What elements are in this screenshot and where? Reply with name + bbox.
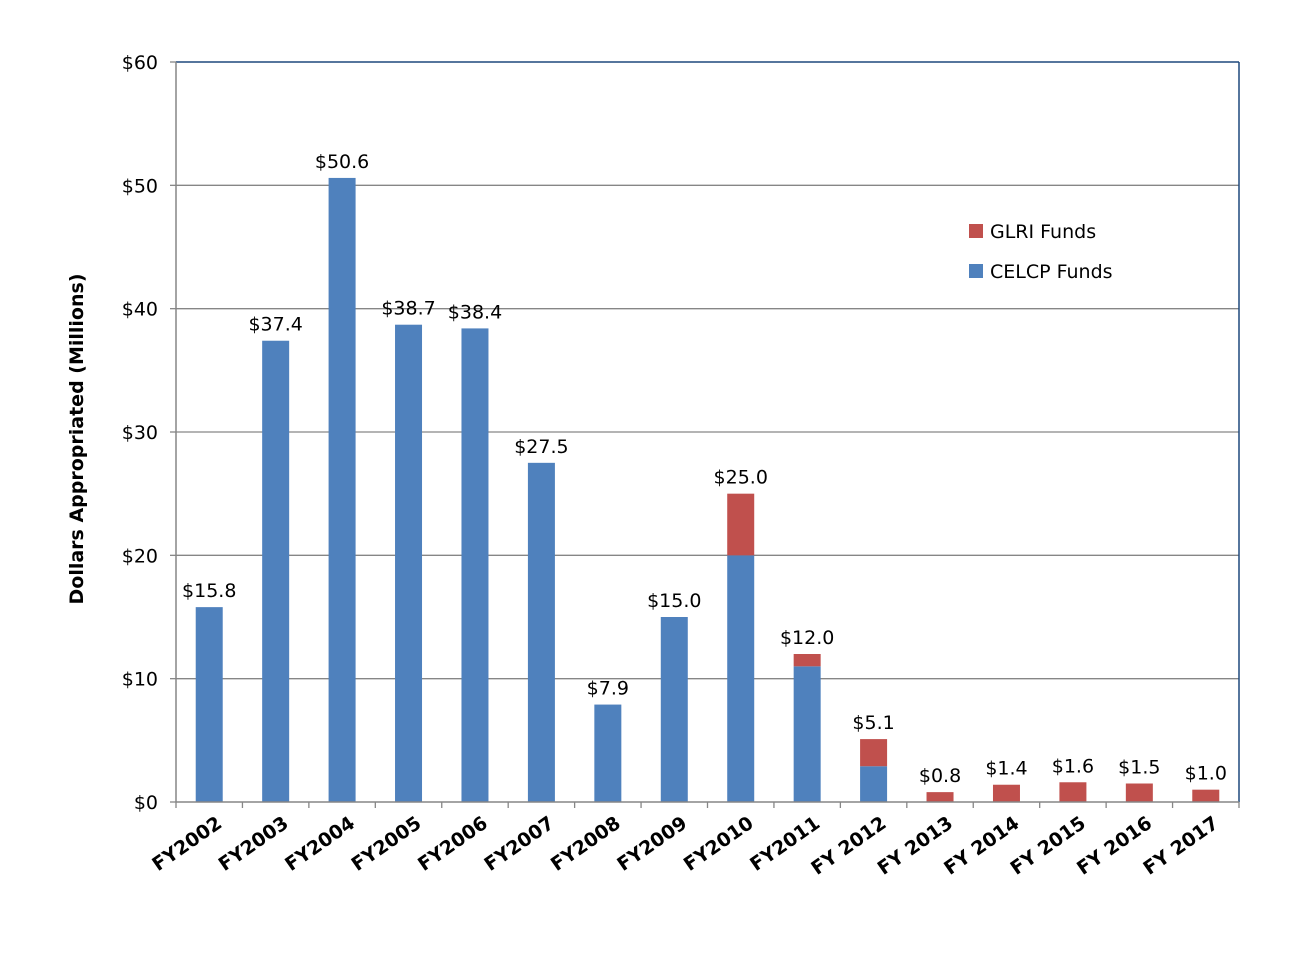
x-tick-label: FY 2016	[1073, 812, 1156, 879]
bar-celcp	[328, 177, 356, 802]
bar-celcp	[727, 555, 755, 802]
bar-glri	[860, 739, 888, 767]
y-tick-label: $50	[122, 175, 158, 197]
bar-glri	[1192, 789, 1220, 802]
y-tick-label: $30	[122, 422, 158, 444]
x-tick-label: FY2005	[348, 812, 426, 876]
legend-swatch-glri	[969, 224, 983, 238]
y-tick-label: $0	[134, 792, 158, 814]
bar-celcp	[461, 328, 489, 802]
legend: GLRI Funds CELCP Funds	[969, 221, 1113, 283]
data-label: $1.6	[1052, 755, 1094, 777]
x-tick-label: FY 2014	[940, 812, 1023, 879]
bar-celcp	[860, 766, 888, 802]
bar-celcp	[195, 607, 223, 802]
data-label: $1.5	[1118, 757, 1160, 779]
data-label: $5.1	[852, 712, 894, 734]
data-label: $27.5	[514, 436, 568, 458]
bar-celcp	[527, 462, 555, 802]
x-tick-label: FY2008	[547, 812, 625, 876]
y-tick-label: $60	[122, 52, 158, 74]
data-label: $1.4	[985, 758, 1027, 780]
x-tick-label: FY2004	[281, 812, 359, 876]
bar-celcp	[395, 324, 423, 802]
data-label: $37.4	[248, 314, 302, 336]
data-labels: $15.8 $37.4 $50.6 $38.7 $38.4 $27.5 $7.9 $15.0 $…	[182, 151, 1227, 787]
bar-glri	[727, 493, 755, 556]
legend-swatch-celcp	[969, 264, 983, 278]
legend-label-celcp: CELCP Funds	[990, 261, 1113, 283]
data-label: $15.8	[182, 580, 236, 602]
data-label: $12.0	[780, 627, 834, 649]
x-tick-label: FY 2017	[1139, 812, 1222, 879]
x-tick-label: FY2002	[148, 812, 226, 876]
x-tick-label: FY2010	[680, 812, 758, 876]
bar-glri	[1059, 782, 1087, 802]
bar-glri	[793, 654, 821, 667]
bar-glri	[1125, 783, 1153, 802]
data-label: $50.6	[315, 151, 369, 173]
x-tick-label: FY2006	[414, 812, 492, 876]
bar-celcp	[793, 666, 821, 802]
y-tick-label: $20	[122, 545, 158, 567]
data-label: $1.0	[1185, 763, 1227, 785]
data-label: $7.9	[587, 678, 629, 700]
bar-glri	[926, 792, 954, 802]
x-tick-label: FY2009	[613, 812, 691, 876]
legend-label-glri: GLRI Funds	[990, 221, 1096, 243]
x-tick-label: FY2007	[480, 812, 558, 876]
bar-celcp	[660, 617, 688, 802]
bar-celcp	[262, 340, 290, 802]
data-label: $38.4	[448, 301, 502, 323]
x-tick-label: FY 2012	[807, 812, 890, 879]
x-tick-label: FY2003	[215, 812, 293, 876]
bars	[195, 177, 1220, 802]
data-label: $38.7	[381, 298, 435, 320]
y-tick-label: $10	[122, 669, 158, 691]
data-label: $15.0	[647, 590, 701, 612]
y-tick-label: $40	[122, 299, 158, 321]
data-label: $25.0	[714, 467, 768, 489]
bar-glri	[992, 784, 1020, 802]
bar-celcp	[594, 704, 622, 802]
data-label: $0.8	[919, 765, 961, 787]
y-axis-label: Dollars Appropriated (Millions)	[66, 274, 88, 605]
